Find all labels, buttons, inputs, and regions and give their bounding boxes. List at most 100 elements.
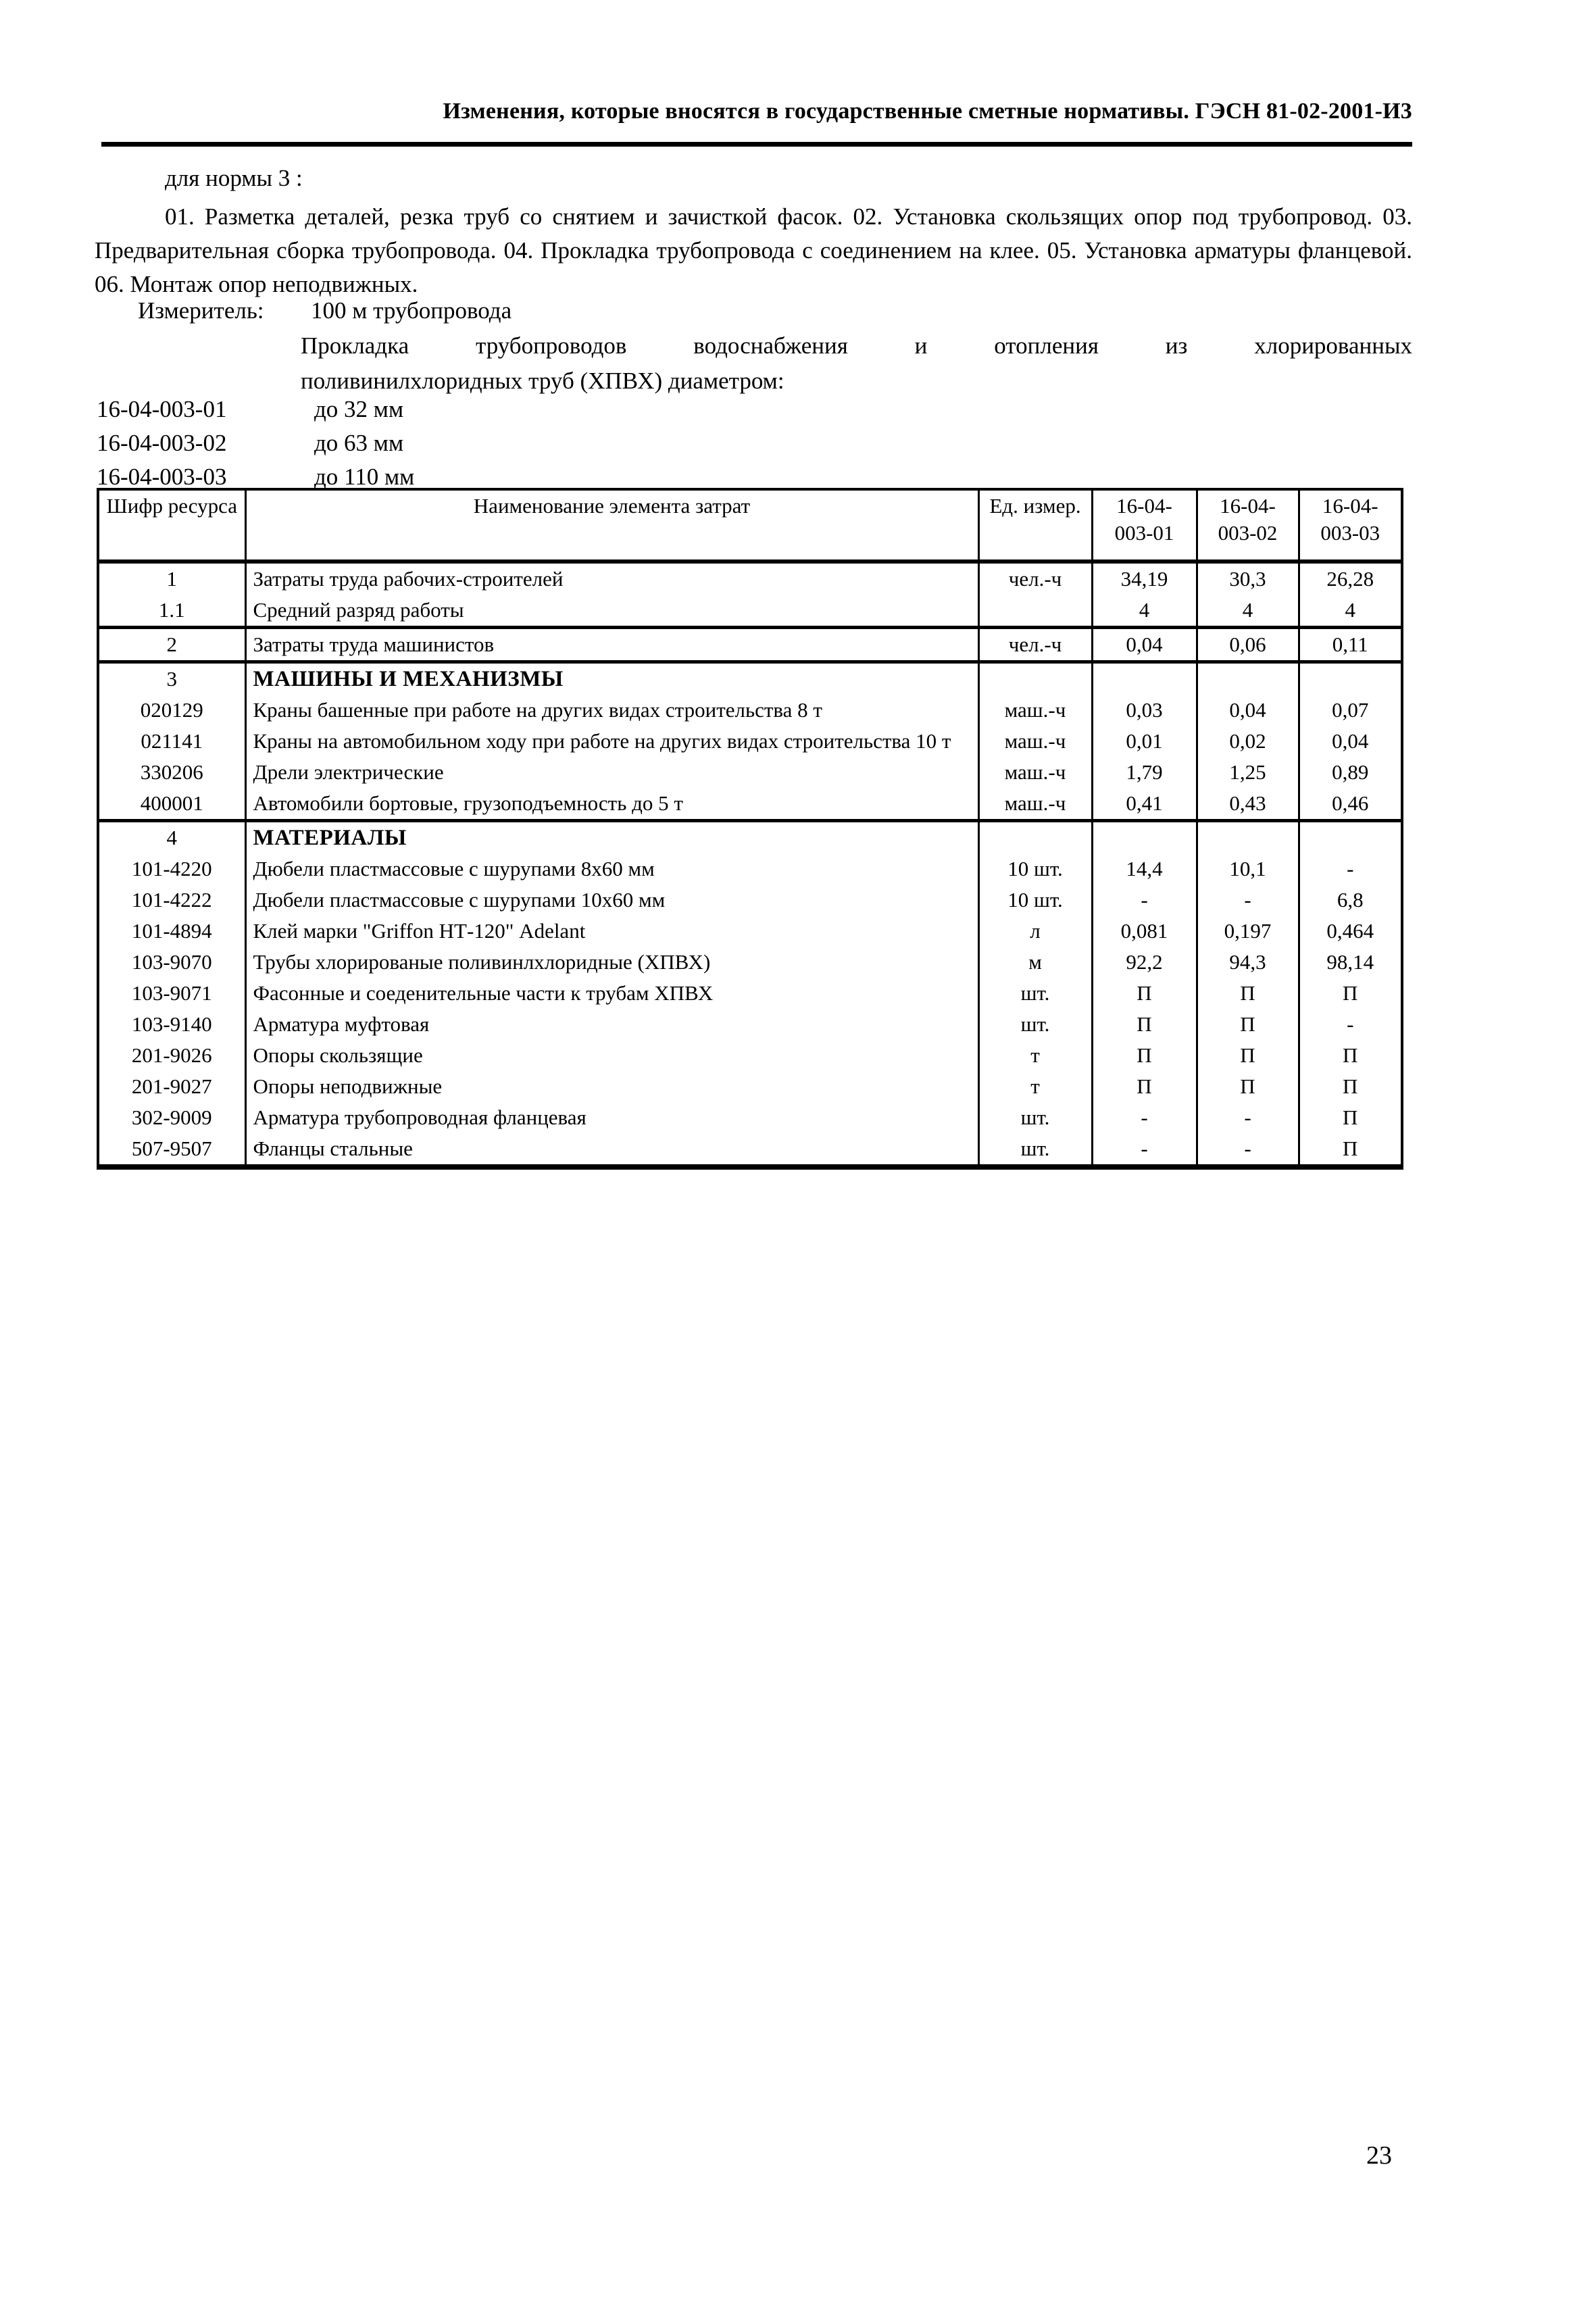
value-cell xyxy=(1091,820,1198,853)
resource-code-cell: 020129 xyxy=(97,695,247,726)
value-cell: 34,19 xyxy=(1091,562,1198,595)
unit-cell xyxy=(977,662,1093,695)
value-cell: - xyxy=(1091,885,1198,916)
value-cell: 10,1 xyxy=(1195,853,1300,885)
col-header-resource-code: Шифр ресурса xyxy=(97,489,247,562)
unit-cell: шт. xyxy=(977,1102,1093,1133)
value-cell: 14,4 xyxy=(1091,853,1198,885)
norm-description-line2: поливинилхлоридных труб (ХПВХ) диаметром… xyxy=(301,368,784,394)
resource-code-cell: 1.1 xyxy=(97,595,247,628)
resource-code-cell: 021141 xyxy=(97,726,247,757)
value-cell: 1,25 xyxy=(1195,757,1300,788)
value-cell: - xyxy=(1091,1102,1198,1133)
value-cell: 4 xyxy=(1195,595,1300,628)
value-cell: П xyxy=(1297,1040,1403,1071)
cost-name-cell: Фланцы стальные xyxy=(244,1133,980,1167)
unit-cell: чел.-ч xyxy=(977,627,1093,662)
value-cell: 30,3 xyxy=(1195,562,1300,595)
value-cell xyxy=(1297,820,1403,853)
norm-desc: до 32 мм xyxy=(314,396,404,422)
cost-name-cell: Краны башенные при работе на других вида… xyxy=(244,695,980,726)
table-row: 103-9070 Трубы хлорированые поливинлхлор… xyxy=(97,947,1403,978)
table-row: 1.1 Средний разряд работы 4 4 4 xyxy=(97,595,1403,628)
norm-code-row: 16-04-003-02 до 63 мм xyxy=(97,430,414,464)
value-cell: П xyxy=(1297,1071,1403,1102)
measure-label: Измеритель: xyxy=(138,297,264,324)
section-title-cell: МАШИНЫ И МЕХАНИЗМЫ xyxy=(244,662,980,695)
measure-value: 100 м трубопровода xyxy=(311,297,512,324)
unit-cell: шт. xyxy=(977,978,1093,1009)
cost-name-cell: Трубы хлорированые поливинлхлоридные (ХП… xyxy=(244,947,980,978)
cost-name-cell: Арматура муфтовая xyxy=(244,1009,980,1040)
page-number: 23 xyxy=(1366,2141,1392,2170)
unit-cell: шт. xyxy=(977,1009,1093,1040)
value-cell: 0,197 xyxy=(1195,916,1300,947)
table-row: 302-9009 Арматура трубопроводная фланцев… xyxy=(97,1102,1403,1133)
cost-name-cell: Затраты труда рабочих-строителей xyxy=(244,562,980,595)
section-materials: 4 МАТЕРИАЛЫ 101-4220 Дюбели пластмассовы… xyxy=(97,820,1403,1167)
unit-cell: маш.-ч xyxy=(977,757,1093,788)
resource-code-cell: 4 xyxy=(97,820,247,853)
norm-code-list: 16-04-003-01 до 32 мм 16-04-003-02 до 63 м… xyxy=(97,396,414,497)
cost-name-cell: Арматура трубопроводная фланцевая xyxy=(244,1102,980,1133)
unit-cell: м xyxy=(977,947,1093,978)
section-machines: 3 МАШИНЫ И МЕХАНИЗМЫ 020129 Краны башенн… xyxy=(97,662,1403,821)
cost-name-cell: Дрели электрические xyxy=(244,757,980,788)
cost-name-cell: Дюбели пластмассовые с шурупами 10х60 мм xyxy=(244,885,980,916)
value-cell: 0,41 xyxy=(1091,788,1198,821)
value-cell: - xyxy=(1297,853,1403,885)
section-machinists: 2 Затраты труда машинистов чел.-ч 0,04 0… xyxy=(97,627,1403,662)
table-row: 103-9071 Фасонные и соеденительные части… xyxy=(97,978,1403,1009)
value-cell: П xyxy=(1091,1009,1198,1040)
value-cell: 0,06 xyxy=(1195,627,1300,662)
cost-table: Шифр ресурса Наименование элемента затра… xyxy=(97,488,1403,1170)
value-cell: П xyxy=(1195,1040,1300,1071)
value-cell: П xyxy=(1297,1133,1403,1167)
table-header-row: Шифр ресурса Наименование элемента затра… xyxy=(97,489,1403,562)
table-row: 201-9026 Опоры скользящие т П П П xyxy=(97,1040,1403,1071)
unit-cell: маш.-ч xyxy=(977,788,1093,821)
value-cell: П xyxy=(1091,1071,1198,1102)
value-cell: П xyxy=(1195,978,1300,1009)
value-cell: 94,3 xyxy=(1195,947,1300,978)
cost-name-cell: Автомобили бортовые, грузоподъемность до… xyxy=(244,788,980,821)
col-header-norm-03: 16-04- 003-03 xyxy=(1297,489,1403,562)
value-cell: П xyxy=(1297,1102,1403,1133)
unit-cell: 10 шт. xyxy=(977,885,1093,916)
table-row: 4 МАТЕРИАЛЫ xyxy=(97,820,1403,853)
value-cell: 0,464 xyxy=(1297,916,1403,947)
resource-code-cell: 302-9009 xyxy=(97,1102,247,1133)
norm-code-row: 16-04-003-01 до 32 мм xyxy=(97,396,414,430)
header-rule xyxy=(101,142,1412,147)
unit-cell: чел.-ч xyxy=(977,562,1093,595)
cost-name-cell: Затраты труда машинистов xyxy=(244,627,980,662)
col-header-unit: Ед. измер. xyxy=(977,489,1093,562)
table-row: 2 Затраты труда машинистов чел.-ч 0,04 0… xyxy=(97,627,1403,662)
work-composition: 01. Разметка деталей, резка труб со снят… xyxy=(95,203,1412,297)
norm-code: 16-04-003-03 xyxy=(97,464,227,490)
col-header-cost-name: Наименование элемента затрат xyxy=(244,489,980,562)
value-cell: - xyxy=(1195,1133,1300,1167)
value-cell: 6,8 xyxy=(1297,885,1403,916)
col-header-norm-02: 16-04- 003-02 xyxy=(1195,489,1300,562)
value-cell: П xyxy=(1297,978,1403,1009)
section-labor: 1 Затраты труда рабочих-строителей чел.-… xyxy=(97,562,1403,628)
value-cell: 0,07 xyxy=(1297,695,1403,726)
cost-name-cell: Средний разряд работы xyxy=(244,595,980,628)
resource-code-cell: 330206 xyxy=(97,757,247,788)
value-cell: 26,28 xyxy=(1297,562,1403,595)
value-cell: 0,04 xyxy=(1297,726,1403,757)
norm-desc: до 63 мм xyxy=(314,430,404,456)
value-cell: - xyxy=(1091,1133,1198,1167)
value-cell: 4 xyxy=(1297,595,1403,628)
resource-code-cell: 1 xyxy=(97,562,247,595)
unit-cell: 10 шт. xyxy=(977,853,1093,885)
unit-cell: т xyxy=(977,1071,1093,1102)
table-row: 330206 Дрели электрические маш.-ч 1,79 1… xyxy=(97,757,1403,788)
value-cell: 0,46 xyxy=(1297,788,1403,821)
cost-name-cell: Дюбели пластмассовые с шурупами 8х60 мм xyxy=(244,853,980,885)
value-cell: - xyxy=(1195,1102,1300,1133)
value-cell: П xyxy=(1195,1071,1300,1102)
measure-row: Измеритель: 100 м трубопровода xyxy=(138,297,512,324)
